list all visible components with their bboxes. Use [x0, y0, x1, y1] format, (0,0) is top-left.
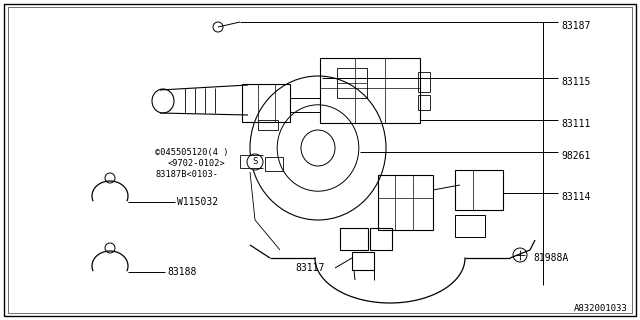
Text: 83188: 83188 — [167, 267, 196, 277]
Text: <9702-0102>: <9702-0102> — [168, 159, 226, 168]
Bar — [455, 170, 503, 210]
Text: ©045505120(4 ): ©045505120(4 ) — [155, 148, 228, 157]
Text: 83187B<0103-: 83187B<0103- — [155, 170, 218, 179]
Bar — [418, 95, 430, 110]
Circle shape — [513, 248, 527, 262]
Bar — [352, 252, 374, 270]
Text: 83115: 83115 — [561, 77, 590, 87]
Text: S: S — [252, 157, 258, 166]
Bar — [455, 215, 485, 237]
Bar — [370, 228, 392, 250]
Bar — [337, 68, 367, 98]
Text: 83187: 83187 — [561, 21, 590, 31]
Text: 98261: 98261 — [561, 151, 590, 161]
Bar — [340, 228, 368, 250]
Circle shape — [105, 243, 115, 253]
Circle shape — [213, 22, 223, 32]
Bar — [265, 157, 283, 171]
Text: 81988A: 81988A — [533, 253, 568, 263]
Bar — [242, 84, 290, 122]
Circle shape — [105, 173, 115, 183]
Text: 83114: 83114 — [561, 192, 590, 202]
Circle shape — [247, 154, 263, 170]
Text: 83117: 83117 — [295, 263, 324, 273]
Bar — [378, 175, 433, 230]
Bar — [320, 58, 420, 123]
Bar — [258, 120, 278, 130]
Ellipse shape — [152, 89, 174, 113]
Text: A832001033: A832001033 — [574, 304, 628, 313]
Bar — [418, 72, 430, 92]
Text: 83111: 83111 — [561, 119, 590, 129]
Text: W115032: W115032 — [177, 197, 218, 207]
